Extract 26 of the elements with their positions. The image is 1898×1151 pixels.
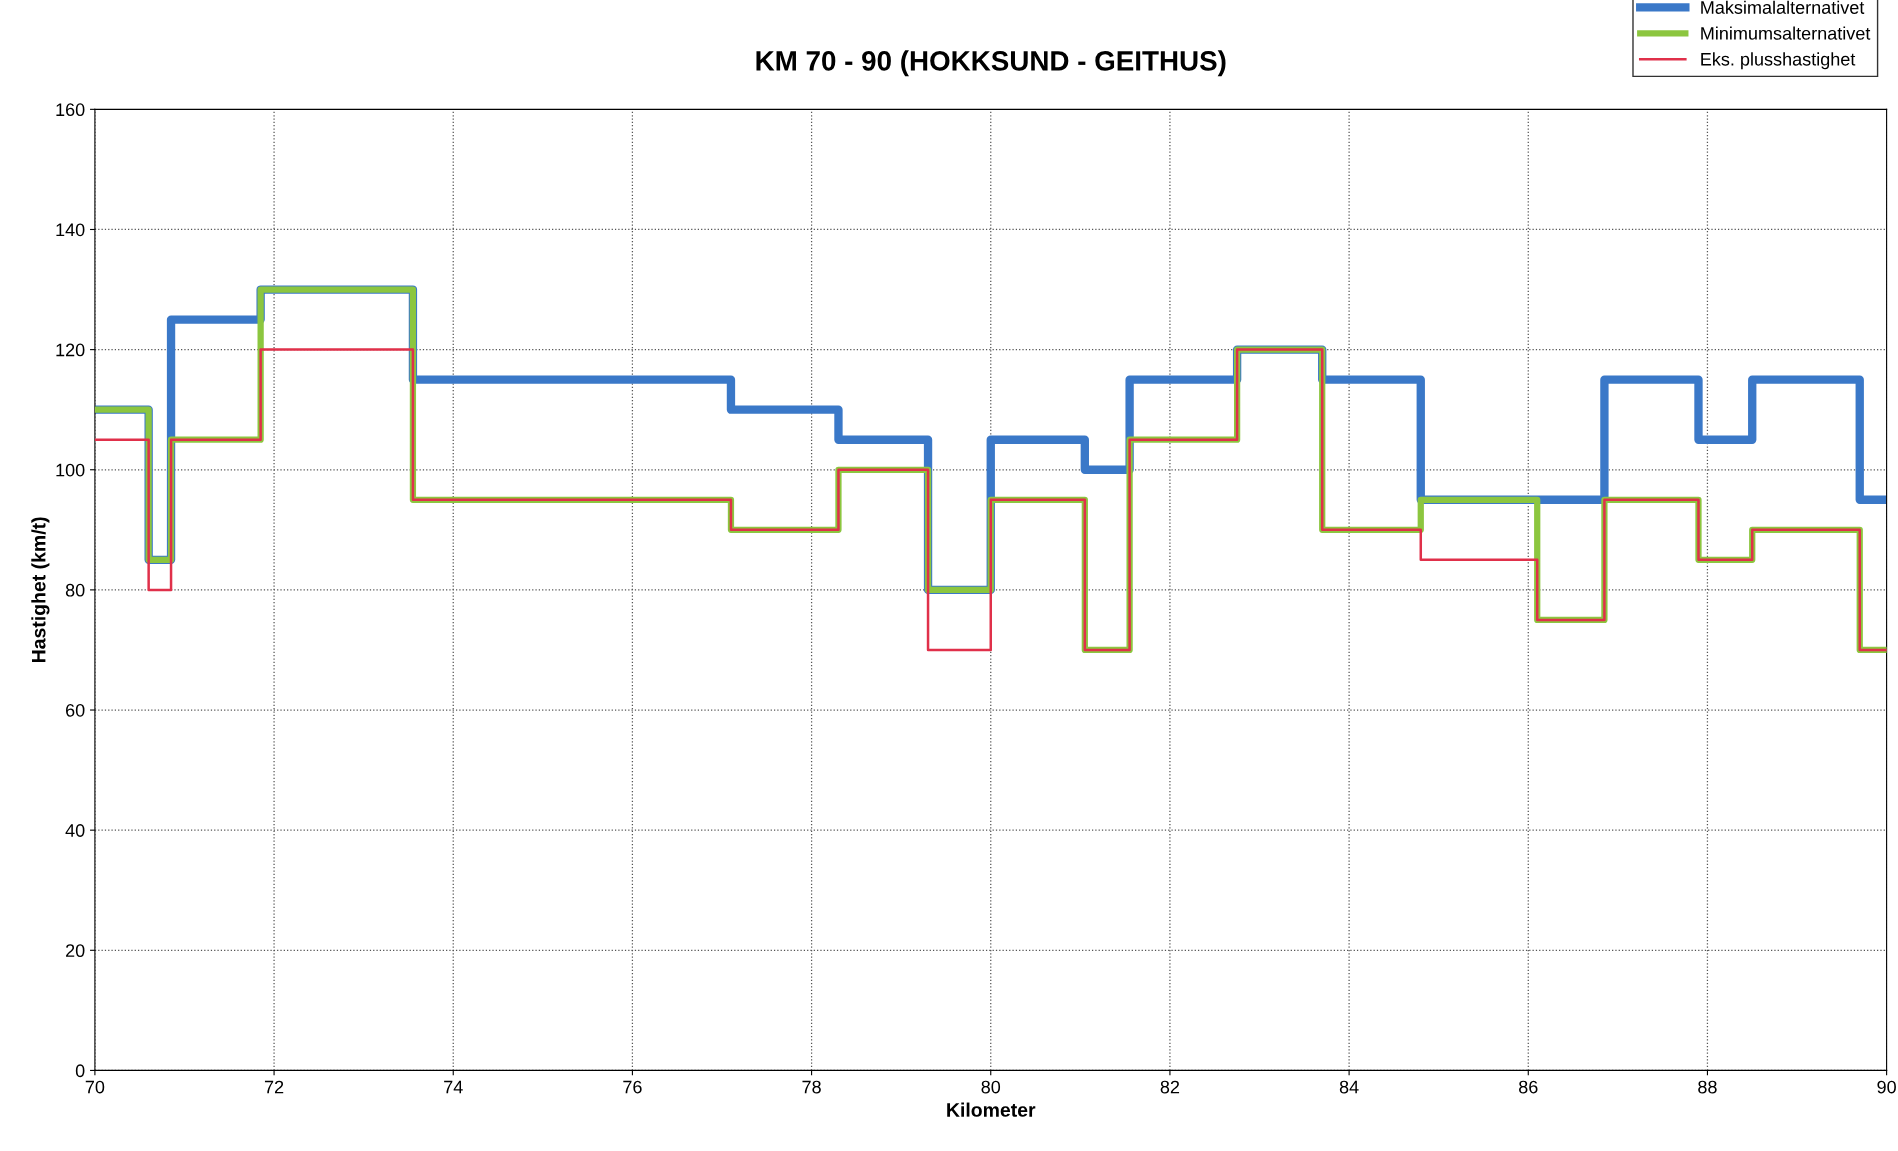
legend-label: Minimumsalternativet — [1701, 26, 1871, 40]
y-tick-label: 40 — [65, 824, 85, 837]
x-tick-label: 90 — [1877, 1080, 1896, 1094]
x-tick-label: 76 — [623, 1080, 642, 1094]
x-tick-label: 82 — [1160, 1080, 1180, 1094]
y-tick-label: 100 — [56, 463, 85, 477]
x-tick-label: 80 — [981, 1080, 1001, 1094]
y-tick-label: 140 — [56, 223, 85, 237]
x-tick-label: 88 — [1698, 1080, 1717, 1094]
x-tick-label: 74 — [444, 1080, 463, 1094]
x-tick-label: 70 — [85, 1080, 105, 1094]
y-tick-label: 80 — [65, 583, 85, 597]
x-tick-label: 72 — [264, 1080, 284, 1094]
legend-label: Eks. plusshastighet — [1701, 52, 1856, 70]
y-tick-label: 120 — [56, 343, 85, 357]
x-tick-label: 78 — [802, 1080, 821, 1094]
y-tick-label: 20 — [66, 944, 85, 958]
x-tick-label: 84 — [1339, 1080, 1359, 1094]
x-axis-title: Kilometer — [947, 1102, 1036, 1117]
chart-title: KM 70 - 90 (HOKKSUND - GEITHUS) — [756, 50, 1226, 77]
x-tick-label: 86 — [1519, 1080, 1538, 1094]
y-axis-title: Hastighet (km/t) — [31, 517, 50, 663]
y-tick-label: 60 — [66, 703, 85, 717]
y-tick-label: 160 — [56, 103, 85, 117]
y-tick-label: 0 — [75, 1064, 85, 1078]
legend-label: Maksimalalternativet — [1701, 0, 1865, 14]
